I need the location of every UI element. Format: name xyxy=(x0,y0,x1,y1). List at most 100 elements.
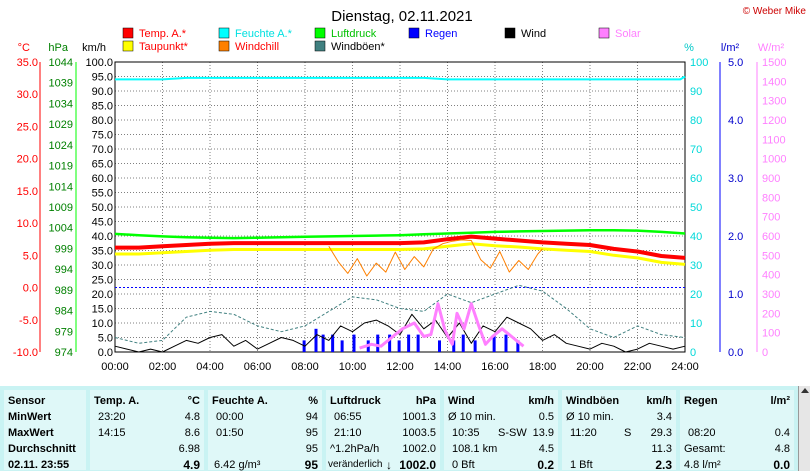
rain-bar xyxy=(314,328,318,352)
humidity-avg-value: 95 xyxy=(305,443,318,455)
wind-tick-label: 65.0 xyxy=(92,159,113,171)
gust-max-value: 29.3 xyxy=(650,427,672,439)
x-tick-label: 06:00 xyxy=(244,361,272,372)
legend-label: Wind xyxy=(521,28,546,40)
rain-tick-label: 3.0 xyxy=(728,173,743,185)
scroll-up-arrow-icon[interactable] xyxy=(801,388,809,393)
humidity-max-time: 01:50 xyxy=(216,427,244,439)
rain-tick-label: 2.0 xyxy=(728,231,743,243)
rain-amount: 4.8 l/m² xyxy=(684,459,721,471)
pressure-header: Luftdruck xyxy=(330,395,381,407)
legend-swatch xyxy=(122,27,134,39)
pressure-trend-arrow-icon: ↓ xyxy=(386,458,392,472)
stats-current-label: 02.11. 23:55 xyxy=(8,459,70,471)
solar-tick-label: 1000 xyxy=(762,154,786,166)
x-tick-label: 18:00 xyxy=(529,361,557,372)
humidity-tick-label: 0 xyxy=(690,347,696,359)
pressure-forecast: veränderlich xyxy=(328,459,383,470)
temp-max-time: 14:15 xyxy=(98,427,126,439)
humidity-unit: % xyxy=(308,395,318,407)
wind-max-direction: S-SW xyxy=(498,427,527,439)
series-line xyxy=(115,234,686,260)
wind-tick-label: 20.0 xyxy=(92,289,113,301)
gust-avg-value: 11.3 xyxy=(651,443,672,455)
stats-sensor-header: Sensor xyxy=(8,395,46,407)
solar-tick-label: 500 xyxy=(762,250,780,262)
rain-header: Regen xyxy=(684,395,718,407)
pressure-max-time: 21:10 xyxy=(334,427,362,439)
wind-tick-label: 75.0 xyxy=(92,130,113,142)
series-line xyxy=(114,313,686,353)
solar-tick-label: 700 xyxy=(762,212,780,224)
chart-title: Dienstag, 02.11.2021 xyxy=(331,8,473,25)
rain-bar xyxy=(473,340,477,352)
legend-label: Feuchte A.* xyxy=(235,28,293,40)
temp-tick-label: 10.0 xyxy=(17,218,38,230)
rain-current-value: 0.0 xyxy=(773,458,790,472)
legend-label: Windchill xyxy=(235,41,279,53)
pressure-current-value: 1002.0 xyxy=(399,458,436,472)
axis-unit-label: W/m² xyxy=(758,42,785,54)
pressure-tick-label: 1009 xyxy=(49,202,73,214)
gust-max-time: 11:20 xyxy=(570,427,597,439)
pressure-tick-label: 1034 xyxy=(49,98,73,110)
stats-min-label: MinWert xyxy=(8,411,52,423)
stats-wind-group: Wind km/h Ø 10 min. 0.5 10:35 S-SW 13.9 108.… xyxy=(444,390,558,472)
stats-scrollbar[interactable] xyxy=(798,386,810,471)
wind-tick-label: 35.0 xyxy=(92,246,113,258)
gust-avg10-value: 3.4 xyxy=(656,411,672,423)
wind-tick-label: 60.0 xyxy=(92,173,113,185)
pressure-avg-value: 1002.0 xyxy=(402,443,436,455)
gust-avg10-label: Ø 10 min. xyxy=(566,411,614,423)
humidity-tick-label: 50 xyxy=(690,202,702,214)
solar-tick-label: 600 xyxy=(762,231,780,243)
x-tick-label: 14:00 xyxy=(434,361,462,372)
humidity-tick-label: 10 xyxy=(690,318,702,330)
stats-panel: Sensor MinWert MaxWert Durchschnitt 02.1… xyxy=(0,386,810,472)
legend-swatch xyxy=(122,40,134,52)
legend-label: Luftdruck xyxy=(331,28,377,40)
solar-tick-label: 300 xyxy=(762,289,780,301)
x-tick-label: 20:00 xyxy=(576,361,604,372)
stats-humidity-group: Feuchte A.% 00:00 94 01:50 95 95 6.42 g/m³… xyxy=(208,390,322,472)
x-tick-label: 04:00 xyxy=(196,361,224,372)
pressure-tick-label: 1014 xyxy=(49,181,73,193)
wind-tick-label: 80.0 xyxy=(92,115,113,127)
pressure-tick-label: 974 xyxy=(55,347,73,359)
chart-marks xyxy=(114,75,686,353)
pressure-tick-label: 1044 xyxy=(49,57,73,69)
gust-header: Windböen xyxy=(566,395,620,407)
wind-unit: km/h xyxy=(528,395,554,407)
rain-bar xyxy=(331,334,335,352)
stats-temp-group: Temp. A. °C 23:20 4.8 14:15 8.6 6.98 4.9 xyxy=(90,390,204,472)
rain-total-value: 4.8 xyxy=(774,443,790,455)
x-tick-label: 22:00 xyxy=(624,361,652,372)
axis-unit-labels: °C hPa km/h% l/m² W/m² xyxy=(18,42,785,54)
axis-unit-label: km/h xyxy=(82,42,106,54)
wind-header: Wind xyxy=(448,395,475,407)
rain-bar xyxy=(407,334,411,352)
humidity-absolute: 6.42 g/m³ xyxy=(214,459,261,471)
rain-bar xyxy=(376,334,380,352)
pressure-unit: hPa xyxy=(415,395,436,407)
stats-pressure-group: Luftdruck hPa 06:55 1001.3 21:10 1003.5 ^1.… xyxy=(326,390,440,472)
temp-tick-label: 25.0 xyxy=(17,121,38,133)
wind-tick-label: 30.0 xyxy=(92,260,113,272)
solar-tick-label: 1100 xyxy=(762,134,786,146)
stats-sensor-group: Sensor MinWert MaxWert Durchschnitt 02.1… xyxy=(4,390,86,471)
pressure-min-time: 06:55 xyxy=(334,411,362,423)
wind-tick-label: 90.0 xyxy=(92,86,113,98)
rain-bar xyxy=(461,334,465,352)
pressure-max-value: 1003.5 xyxy=(402,427,436,439)
gust-beaufort: 1 Bft xyxy=(570,459,593,471)
humidity-tick-label: 40 xyxy=(690,231,702,243)
pressure-tick-label: 984 xyxy=(55,306,73,318)
series-line xyxy=(114,228,686,240)
rain-bar xyxy=(492,334,496,352)
solar-tick-label: 1200 xyxy=(762,115,786,127)
series-line xyxy=(328,239,543,277)
x-tick-label: 08:00 xyxy=(291,361,319,372)
temp-max-value: 8.6 xyxy=(184,427,200,439)
temp-tick-label: 30.0 xyxy=(17,89,38,101)
stats-max-label: MaxWert xyxy=(8,427,54,439)
